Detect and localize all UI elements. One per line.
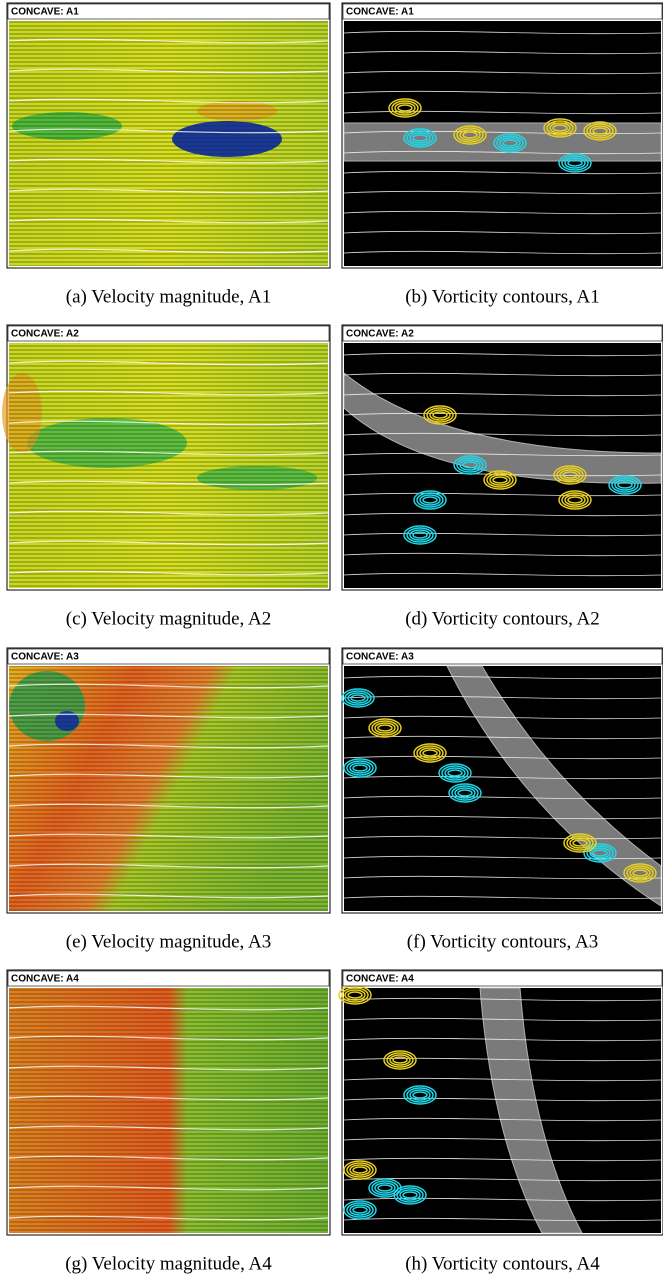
vector-arrows <box>9 21 328 266</box>
panel: CONCAVE: A4 (h) Vorticity contours, A4 <box>339 970 663 1274</box>
panel: CONCAVE: A3 (f) Vorticity contours, A3 <box>342 648 663 952</box>
panel-caption: (b) Vorticity contours, A1 <box>405 286 600 307</box>
panel: CONCAVE: A2 (d) Vorticity contours, A2 <box>342 325 663 629</box>
panel: CONCAVE: A3 (e) Velocity magnitude, A3 <box>7 648 330 952</box>
panel: CONCAVE: A1 (b) Vorticity contours, A1 <box>342 3 663 307</box>
panel: CONCAVE: A1 (a) Velocity magnitude, A1 <box>7 3 330 307</box>
panel-caption: (a) Velocity magnitude, A1 <box>66 286 271 307</box>
panel-header: CONCAVE: A4 <box>11 974 79 985</box>
panel-header: CONCAVE: A2 <box>11 329 79 340</box>
panel-header: CONCAVE: A3 <box>346 652 414 663</box>
panel-header: CONCAVE: A4 <box>346 974 414 985</box>
panel: CONCAVE: A2 (c) Velocity magnitude, A2 <box>2 325 330 629</box>
panel-caption: (d) Vorticity contours, A2 <box>405 608 600 629</box>
panel-caption: (g) Velocity magnitude, A4 <box>65 1253 272 1274</box>
panel-caption: (e) Velocity magnitude, A3 <box>66 931 271 952</box>
panel-header: CONCAVE: A2 <box>346 329 414 340</box>
panel: CONCAVE: A4 (g) Velocity magnitude, A4 <box>7 970 330 1274</box>
vector-arrows <box>9 343 328 588</box>
panel-header: CONCAVE: A1 <box>11 7 79 18</box>
panel-caption: (h) Vorticity contours, A4 <box>405 1253 600 1274</box>
panel-header: CONCAVE: A3 <box>11 652 79 663</box>
panel-caption: (f) Vorticity contours, A3 <box>407 931 598 952</box>
figure: CONCAVE: A1(a) Velocity magnitude, A1CON… <box>0 0 663 1282</box>
vector-arrows <box>9 988 328 1233</box>
panel-header: CONCAVE: A1 <box>346 7 414 18</box>
panel-caption: (c) Velocity magnitude, A2 <box>66 608 271 629</box>
vector-arrows <box>9 666 328 911</box>
